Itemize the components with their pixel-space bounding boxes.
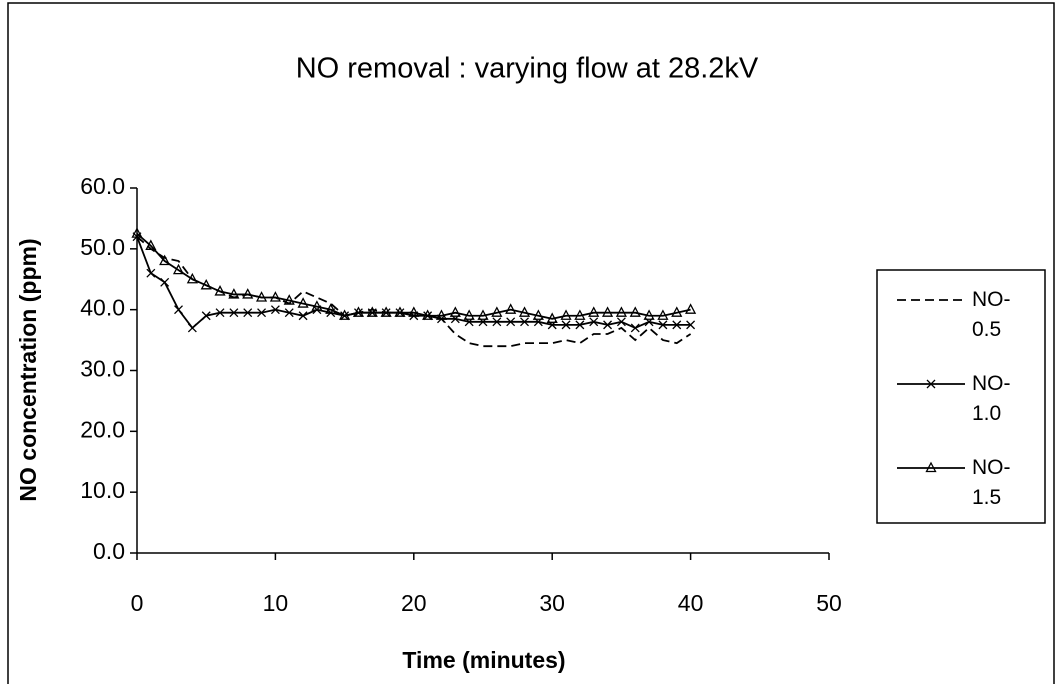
- series-marker: [546, 312, 558, 323]
- y-tick-label: 20.0: [80, 416, 125, 442]
- series-marker: [159, 254, 171, 266]
- series-marker: [601, 306, 614, 317]
- series-marker: [380, 306, 392, 317]
- y-tick-label: 60.0: [80, 173, 125, 199]
- series-marker: [145, 239, 157, 250]
- legend-label: NO-1.5: [972, 456, 1011, 509]
- series-marker: [257, 308, 267, 318]
- series-marker: [311, 300, 323, 311]
- legend-label: NO-1.0: [972, 372, 1011, 425]
- x-tick-label: 50: [816, 590, 842, 616]
- series-marker: [616, 317, 626, 327]
- series-marker: [172, 263, 185, 275]
- series-marker: [131, 227, 143, 238]
- series-marker: [615, 306, 627, 317]
- legend-marker: [925, 461, 937, 473]
- y-tick-label: 40.0: [80, 295, 125, 321]
- series-marker: [394, 306, 406, 317]
- series-marker: [520, 317, 529, 327]
- x-tick-label: 0: [131, 590, 144, 616]
- series-marker: [435, 309, 448, 320]
- series-marker: [186, 272, 198, 284]
- series-marker: [201, 311, 211, 321]
- x-axis-label: Time (minutes): [402, 647, 565, 673]
- y-tick-label: 30.0: [80, 356, 125, 382]
- series-marker: [242, 288, 254, 299]
- series-marker: [283, 294, 295, 305]
- series-line: [136, 232, 691, 320]
- series-marker: [366, 306, 378, 317]
- series-marker: [146, 268, 156, 278]
- x-tick-label: 10: [263, 590, 289, 616]
- series-marker: [229, 308, 239, 318]
- series-marker: [685, 303, 697, 314]
- series-marker: [408, 306, 420, 317]
- series-marker: [255, 291, 268, 302]
- series-marker: [686, 320, 696, 330]
- y-tick-label: 50.0: [80, 234, 125, 260]
- series-marker: [506, 317, 516, 327]
- series-marker: [491, 306, 503, 317]
- y-tick-label: 10.0: [80, 477, 125, 503]
- x-tick-label: 20: [401, 590, 427, 616]
- y-tick-label: 0.0: [93, 538, 125, 564]
- legend-label: NO-0.5: [972, 288, 1011, 341]
- series-marker: [575, 320, 585, 330]
- series-marker: [603, 320, 613, 330]
- series-marker: [588, 306, 600, 317]
- series-marker: [672, 320, 682, 330]
- series-marker: [352, 306, 365, 317]
- legend-marker: [926, 379, 936, 389]
- series-marker: [215, 308, 225, 318]
- series-marker: [630, 323, 640, 333]
- series-marker: [200, 278, 212, 290]
- series-marker: [298, 311, 308, 321]
- series-marker: [325, 303, 337, 314]
- series-marker: [629, 306, 641, 317]
- frame: [7, 2, 1055, 684]
- legend-box: [876, 269, 1046, 524]
- series-marker: [270, 305, 280, 315]
- series-marker: [574, 309, 586, 320]
- series-marker: [463, 309, 475, 320]
- series-marker: [589, 317, 599, 327]
- x-tick-label: 30: [539, 590, 565, 616]
- series-marker: [284, 308, 294, 318]
- series-marker: [422, 309, 434, 320]
- series-marker: [160, 277, 170, 287]
- series-marker: [505, 303, 517, 314]
- series-marker: [174, 305, 183, 315]
- series-marker: [449, 306, 461, 317]
- series-marker: [657, 309, 669, 320]
- series-marker: [671, 306, 683, 317]
- series-marker: [187, 323, 197, 333]
- x-tick-label: 40: [678, 590, 704, 616]
- series-marker: [228, 288, 240, 299]
- series-marker: [532, 309, 544, 320]
- series-marker: [658, 320, 668, 330]
- series-marker: [243, 308, 253, 318]
- series-marker: [492, 317, 502, 327]
- series-marker: [269, 291, 281, 302]
- series-line: [136, 236, 691, 330]
- series-marker: [339, 309, 351, 320]
- series-marker: [297, 297, 309, 308]
- series-marker: [560, 309, 572, 320]
- series-marker: [643, 309, 655, 320]
- chart-title: NO removal : varying flow at 28.2kV: [296, 53, 759, 85]
- series-marker: [477, 309, 489, 320]
- y-axis-label: NO concentration (ppm): [15, 238, 41, 501]
- series-marker: [214, 285, 226, 296]
- series-marker: [561, 320, 571, 330]
- series-marker: [518, 306, 531, 317]
